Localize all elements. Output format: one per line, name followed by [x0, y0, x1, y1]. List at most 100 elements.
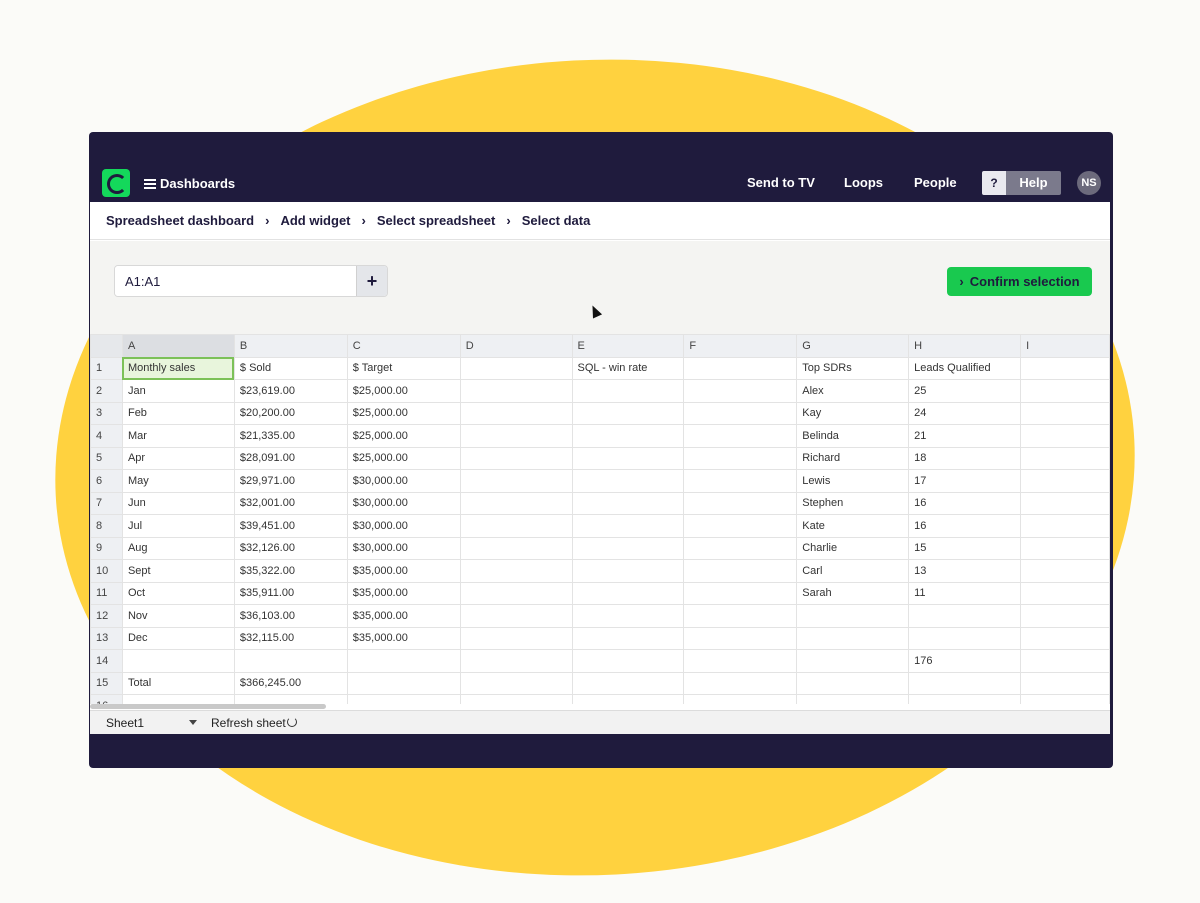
row-header[interactable]: 12 [90, 604, 123, 628]
sheet-cell[interactable] [459, 604, 573, 628]
sheet-cell[interactable] [346, 649, 461, 673]
app-logo[interactable] [102, 169, 130, 197]
sheet-cell[interactable]: Oct [121, 581, 235, 605]
sheet-cell[interactable] [796, 649, 910, 673]
sheet-cell[interactable]: $25,000.00 [346, 446, 461, 470]
sheet-cell[interactable]: $35,000.00 [346, 581, 461, 605]
sheet-cell[interactable]: Kate [796, 514, 910, 538]
row-header[interactable]: 16 [90, 694, 123, 704]
sheet-cell[interactable]: May [121, 469, 235, 493]
sheet-cell[interactable] [571, 401, 685, 425]
column-header[interactable]: A [121, 334, 235, 358]
breadcrumb-spreadsheet-dashboard[interactable]: Spreadsheet dashboard [106, 213, 255, 228]
sheet-cell[interactable]: $25,000.00 [346, 379, 461, 403]
sheet-cell[interactable] [571, 559, 685, 583]
sheet-cell[interactable]: $30,000.00 [346, 469, 461, 493]
row-header[interactable]: 6 [90, 469, 123, 493]
sheet-cell[interactable] [346, 671, 461, 695]
sheet-cell[interactable]: $ Sold [233, 356, 348, 380]
sheet-cell[interactable]: Kay [796, 401, 910, 425]
sheet-cell[interactable] [683, 424, 798, 448]
sheet-cell[interactable] [1020, 514, 1110, 538]
sheet-cell[interactable] [571, 379, 685, 403]
row-header[interactable]: 10 [90, 559, 123, 583]
add-range-button[interactable]: + [356, 266, 387, 296]
sheet-cell[interactable]: Mar [121, 424, 235, 448]
sheet-cell[interactable] [571, 536, 685, 560]
selected-cell[interactable]: Monthly sales [121, 356, 235, 380]
sheet-cell[interactable] [1020, 401, 1110, 425]
sheet-cell[interactable] [459, 514, 573, 538]
sheet-cell[interactable] [571, 446, 685, 470]
refresh-icon[interactable] [287, 717, 297, 727]
sheet-cell[interactable] [571, 694, 685, 704]
sheet-cell[interactable] [908, 604, 1022, 628]
sheet-cell[interactable]: $32,115.00 [233, 626, 348, 650]
sheet-cell[interactable]: $32,001.00 [233, 491, 348, 515]
sheet-cell[interactable]: Top SDRs [796, 356, 910, 380]
sheet-cell[interactable] [459, 356, 573, 380]
column-header[interactable]: D [459, 334, 573, 358]
sheet-cell[interactable]: Jul [121, 514, 235, 538]
row-header[interactable]: 9 [90, 536, 123, 560]
sheet-cell[interactable] [571, 491, 685, 515]
sheet-cell[interactable] [233, 649, 348, 673]
sheet-cell[interactable]: Apr [121, 446, 235, 470]
nav-loops[interactable]: Loops [844, 175, 883, 190]
sheet-cell[interactable] [571, 626, 685, 650]
sheet-cell[interactable] [796, 604, 910, 628]
sheet-cell[interactable]: Aug [121, 536, 235, 560]
sheet-cell[interactable] [683, 649, 798, 673]
row-header[interactable]: 8 [90, 514, 123, 538]
sheet-cell[interactable]: 11 [908, 581, 1022, 605]
row-header[interactable]: 4 [90, 424, 123, 448]
sheet-cell[interactable]: Carl [796, 559, 910, 583]
sheet-cell[interactable] [571, 424, 685, 448]
sheet-cell[interactable] [1020, 604, 1110, 628]
sheet-cell[interactable] [683, 401, 798, 425]
sheet-cell[interactable] [1020, 469, 1110, 493]
sheet-cell[interactable] [683, 356, 798, 380]
sheet-cell[interactable]: $25,000.00 [346, 424, 461, 448]
row-header[interactable]: 13 [90, 626, 123, 650]
column-header[interactable]: G [796, 334, 910, 358]
row-header[interactable]: 3 [90, 401, 123, 425]
sheet-cell[interactable]: $39,451.00 [233, 514, 348, 538]
range-input[interactable] [115, 266, 357, 296]
sheet-cell[interactable]: $366,245.00 [233, 671, 348, 695]
sheet-cell[interactable] [796, 694, 910, 704]
row-header[interactable]: 5 [90, 446, 123, 470]
sheet-cell[interactable] [1020, 536, 1110, 560]
sheet-cell[interactable]: $28,091.00 [233, 446, 348, 470]
sheet-cell[interactable]: 24 [908, 401, 1022, 425]
sheet-cell[interactable] [1020, 626, 1110, 650]
sheet-cell[interactable] [908, 626, 1022, 650]
sheet-cell[interactable] [571, 469, 685, 493]
breadcrumb-select-spreadsheet[interactable]: Select spreadsheet [376, 213, 496, 228]
sheet-cell[interactable]: 25 [908, 379, 1022, 403]
sheet-cell[interactable] [346, 694, 461, 704]
sheet-cell[interactable] [459, 559, 573, 583]
sheet-cell[interactable]: $25,000.00 [346, 401, 461, 425]
sheet-cell[interactable] [121, 649, 235, 673]
column-header[interactable]: E [571, 334, 685, 358]
sheet-cell[interactable]: Charlie [796, 536, 910, 560]
sheet-cell[interactable]: Jun [121, 491, 235, 515]
column-header[interactable]: H [908, 334, 1022, 358]
sheet-cell[interactable]: 16 [908, 491, 1022, 515]
avatar[interactable]: NS [1077, 171, 1101, 195]
sheet-cell[interactable]: Total [121, 671, 235, 695]
sheet-cell[interactable] [459, 694, 573, 704]
sheet-cell[interactable] [1020, 424, 1110, 448]
sheet-cell[interactable] [1020, 671, 1110, 695]
sheet-cell[interactable]: 17 [908, 469, 1022, 493]
sheet-cell[interactable]: Belinda [796, 424, 910, 448]
sheet-cell[interactable]: Lewis [796, 469, 910, 493]
row-header[interactable]: 14 [90, 649, 123, 673]
sheet-cell[interactable] [1020, 581, 1110, 605]
sheet-cell[interactable]: Stephen [796, 491, 910, 515]
sheet-cell[interactable] [683, 469, 798, 493]
sheet-cell[interactable]: 16 [908, 514, 1022, 538]
sheet-cell[interactable] [683, 379, 798, 403]
sheet-cell[interactable]: $35,911.00 [233, 581, 348, 605]
